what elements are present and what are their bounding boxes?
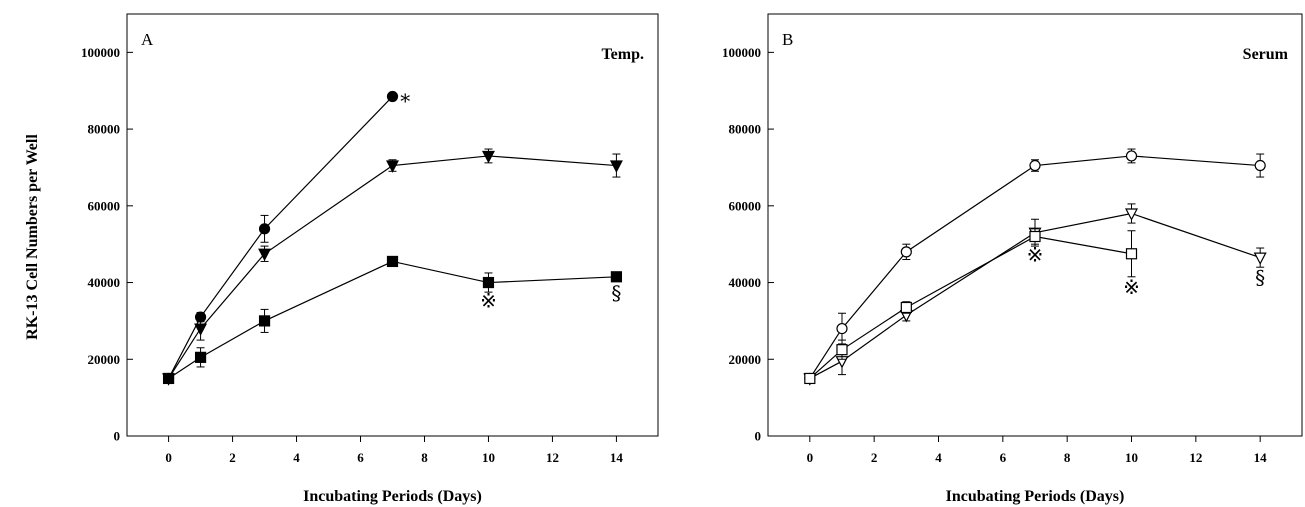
panel-a-xtick-label: 6 [357,450,364,465]
data-point [1125,248,1138,260]
series-line [168,96,393,379]
panel-b-x-axis-title: Incubating Periods (Days) [946,488,1125,505]
panel-b-xtick-label: 2 [871,450,878,465]
data-point [481,150,495,164]
panel-b-ytick-label: 40000 [729,275,762,290]
panel-a-tag: A [141,30,154,49]
data-point [1029,230,1041,243]
panel-a-ytick-label: 40000 [88,275,121,290]
panel-a-condition-label: Temp. [601,46,644,63]
panel-b-ytick-label: 20000 [729,352,762,367]
panel-b-condition-label: Serum [1243,46,1289,63]
panel-a-xtick-label: 10 [482,450,495,465]
panel-a-xtick-label: 12 [546,450,559,465]
data-point [386,255,399,268]
panel-b-tag: B [782,30,793,49]
data-point [386,90,399,103]
data-point [386,160,399,173]
panel-b-xtick-label: 8 [1064,450,1071,465]
panel-b-chart: 0 20000 40000 60000 80000 100000 0 2 4 6 8 10 12 14 In… [722,13,1303,505]
panel-b-annotation: ※ [1123,275,1140,299]
data-point [258,315,271,327]
data-point [1029,159,1041,172]
panel-b-xtick-label: 6 [1000,450,1007,465]
data-point [804,372,816,385]
panel-a-xtick-label: 14 [610,450,624,465]
panel-a-annotation: ※ [480,288,497,312]
panel-b-xtick-label: 10 [1125,450,1138,465]
panel-b-xtick-label: 14 [1254,450,1268,465]
data-point [1254,159,1266,172]
panel-a-ytick-label: 20000 [88,352,121,367]
data-point [194,323,208,336]
panel-b-ytick-label: 100000 [722,45,761,60]
series-line [168,260,617,379]
data-point [609,160,623,173]
panel-b-series-square-open [804,228,1138,385]
panel-a-ytick-label: 60000 [88,198,121,213]
panel-b-ytick-label: 80000 [729,122,762,137]
data-point [1125,150,1138,162]
series-line [168,155,617,379]
panel-a-ytick-label: 0 [114,429,121,444]
data-point [836,344,848,356]
panel-b-xtick-label: 0 [807,450,814,465]
panel-b-annotation: ※ [1027,242,1044,266]
data-point [1125,208,1138,221]
panel-b-ytick-label: 60000 [729,198,762,213]
data-point [194,351,207,363]
data-point [482,276,495,289]
data-point [610,271,623,283]
data-point [258,248,272,262]
panel-b-ytick-label: 0 [755,429,762,444]
panel-b-xtick-label: 4 [935,450,942,465]
panel-a-xtick-label: 2 [229,450,236,465]
panel-b-xtick-label: 12 [1189,450,1202,465]
data-point [162,372,175,385]
panel-b-frame [767,13,1303,437]
data-point [900,246,912,258]
panel-a-ytick-label: 100000 [81,45,120,60]
panel-a-xtick-label: 8 [421,450,428,465]
data-point [1253,252,1267,265]
panel-a-x-axis-title: Incubating Periods (Days) [303,488,482,505]
y-axis-title: RK-13 Cell Numbers per Well [24,134,41,340]
series-line [809,212,1261,379]
panel-a-ytick-label: 80000 [88,122,121,137]
panel-a-annotation: * [400,89,410,113]
panel-a-frame [126,13,659,437]
panel-a-series-square-filled [162,255,623,385]
data-point [258,223,271,235]
data-point [836,322,848,335]
panel-a-annotation: § [611,281,621,305]
panel-a-chart: 0 20000 40000 60000 80000 100000 0 2 4 6 8 10 12 14 In… [81,13,659,505]
series-line [809,155,1261,379]
panel-a-xtick-label: 4 [293,450,300,465]
panel-a-xtick-label: 0 [165,450,172,465]
data-point [900,301,912,314]
panel-b-annotation: § [1255,265,1265,289]
series-line [809,235,1132,379]
